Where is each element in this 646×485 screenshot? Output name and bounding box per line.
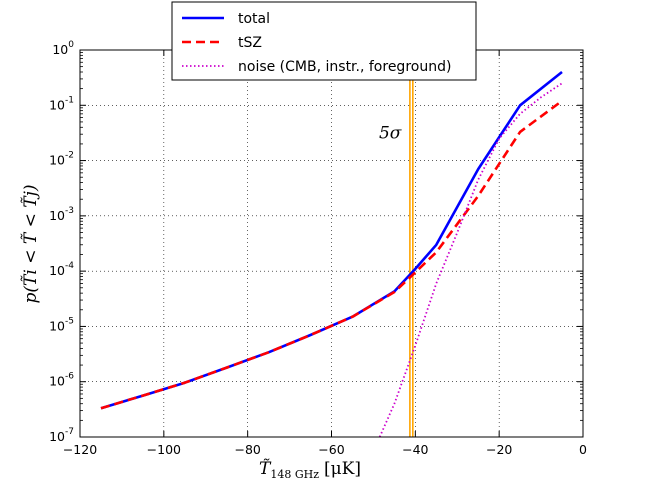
x-tick-label: −100 [147,442,181,457]
annotation-5sigma: 5σ [379,124,402,144]
x-axis-label: T̃148 GHz [μK] [259,459,361,481]
y-axis-label: p(T̃i < T̃ < T̃j) [21,185,41,304]
legend-box [171,1,477,81]
y-tick-label: 10-6 [49,372,74,389]
x-tick-label: −80 [234,442,260,457]
x-tick-label: −120 [63,442,97,457]
y-tick-label: 10-3 [49,206,74,223]
y-tick-label: 10-1 [49,95,74,112]
y-tick-label: 10-7 [49,427,74,444]
legend-label: noise (CMB, instr., foreground) [238,59,451,75]
y-tick-label: 100 [52,40,74,57]
x-tick-label: −60 [318,442,344,457]
x-tick-label: −40 [402,442,428,457]
x-tick-label: −20 [486,442,512,457]
legend: total tSZ noise (CMB, instr., foreground) [171,1,477,81]
axis-ticks: −120 −100 −80 −60 −40 −20 0 10-7 10-6 10-5 10-4 10-… [49,40,587,457]
legend-label: total [238,11,270,27]
series-line-tsz [100,99,563,410]
legend-label: tSZ [238,35,262,51]
annotations: 5σ [379,124,402,144]
y-tick-label: 10-2 [49,151,74,168]
y-tick-label: 10-5 [49,316,74,333]
series-lines [100,70,563,438]
y-tick-label: 10-4 [49,261,74,278]
threshold-lines [409,50,414,437]
x-tick-label: 0 [579,442,587,457]
grid [80,50,583,437]
